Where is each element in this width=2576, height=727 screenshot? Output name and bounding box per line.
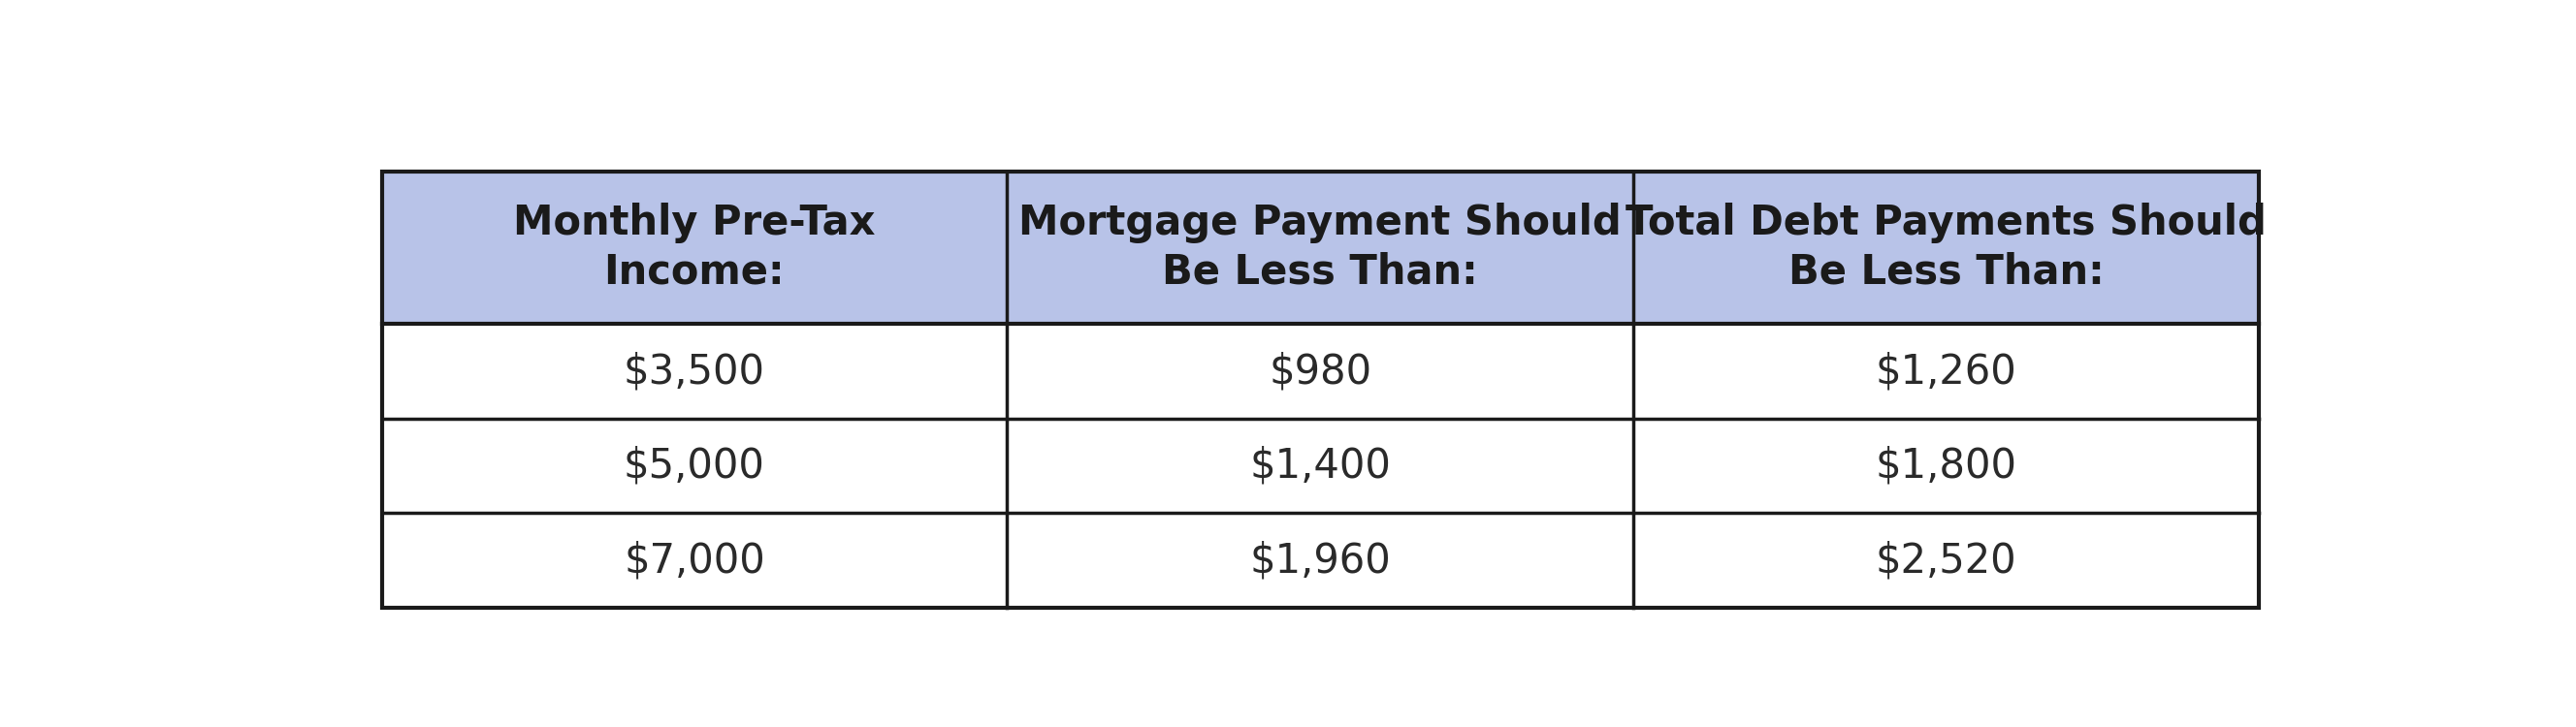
Text: $2,520: $2,520 <box>1875 540 2017 581</box>
Text: Monthly Pre-Tax
Income:: Monthly Pre-Tax Income: <box>513 203 876 292</box>
Text: $1,260: $1,260 <box>1875 351 2017 392</box>
Bar <box>381 172 1007 324</box>
Bar <box>1007 419 1633 513</box>
Text: Total Debt Payments Should
Be Less Than:: Total Debt Payments Should Be Less Than: <box>1625 203 2267 292</box>
Bar <box>1007 172 1633 324</box>
Text: Mortgage Payment Should
Be Less Than:: Mortgage Payment Should Be Less Than: <box>1018 203 1623 292</box>
Text: $5,000: $5,000 <box>623 446 765 486</box>
Text: $1,800: $1,800 <box>1875 446 2017 486</box>
Text: $7,000: $7,000 <box>623 540 765 581</box>
Text: $3,500: $3,500 <box>623 351 765 392</box>
Bar <box>1633 513 2259 608</box>
Text: $980: $980 <box>1270 351 1370 392</box>
Bar <box>1007 324 1633 419</box>
Bar <box>1007 513 1633 608</box>
Bar <box>381 172 2259 608</box>
Bar <box>381 324 1007 419</box>
Bar <box>381 513 1007 608</box>
Bar <box>381 419 1007 513</box>
Bar <box>1633 324 2259 419</box>
Bar <box>1633 419 2259 513</box>
Text: $1,960: $1,960 <box>1249 540 1391 581</box>
Bar <box>1633 172 2259 324</box>
Text: $1,400: $1,400 <box>1249 446 1391 486</box>
